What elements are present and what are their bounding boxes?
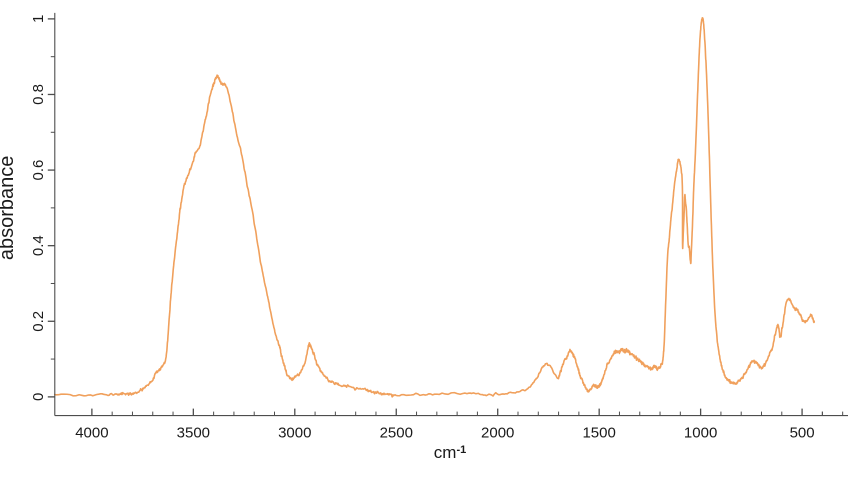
svg-text:0.8: 0.8 xyxy=(30,84,47,105)
svg-text:2500: 2500 xyxy=(380,425,413,442)
svg-text:3500: 3500 xyxy=(177,425,210,442)
svg-text:3000: 3000 xyxy=(278,425,311,442)
svg-text:0.6: 0.6 xyxy=(30,160,47,181)
svg-text:1500: 1500 xyxy=(582,425,615,442)
svg-text:0.2: 0.2 xyxy=(30,311,47,332)
svg-text:500: 500 xyxy=(790,425,815,442)
svg-text:0.4: 0.4 xyxy=(30,235,47,256)
svg-text:0: 0 xyxy=(30,393,47,401)
svg-text:absorbance: absorbance xyxy=(0,156,18,261)
svg-text:1: 1 xyxy=(30,15,47,23)
svg-text:4000: 4000 xyxy=(75,425,108,442)
svg-text:2000: 2000 xyxy=(481,425,514,442)
svg-text:1000: 1000 xyxy=(684,425,717,442)
